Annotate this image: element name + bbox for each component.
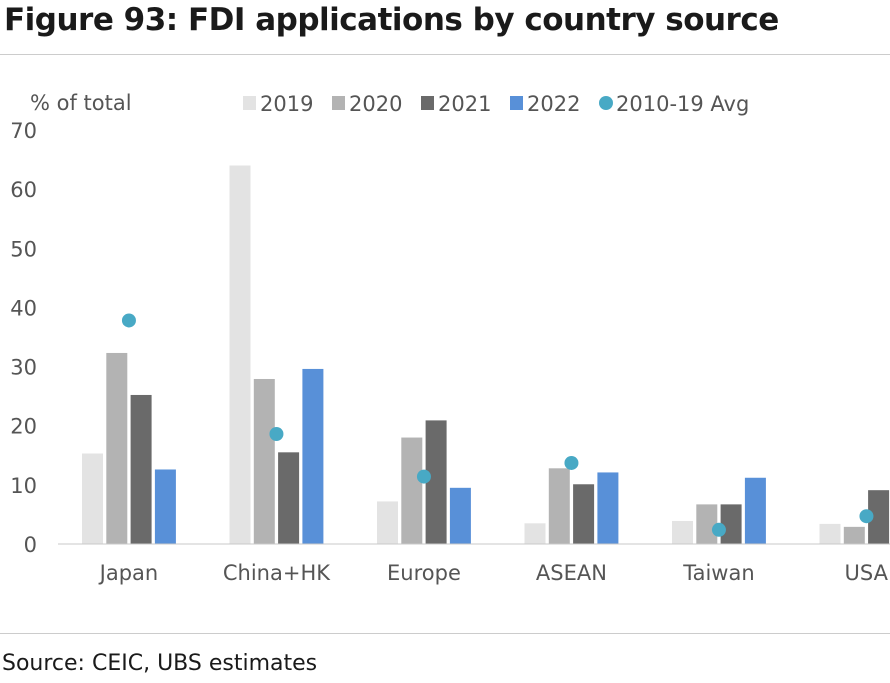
y-tick-label: 50	[10, 237, 37, 261]
avg-marker-usa	[859, 509, 874, 524]
bar-2019-taiwan	[672, 520, 693, 544]
avg-marker-europe	[416, 469, 431, 484]
x-tick-label: USA	[845, 561, 889, 585]
y-tick-label: 70	[10, 119, 37, 143]
bar-2020-europe	[401, 437, 423, 544]
x-tick-label: China+HK	[223, 561, 331, 585]
bar-marks	[82, 165, 890, 544]
avg-markers	[121, 313, 874, 537]
x-tick-label: Taiwan	[682, 561, 754, 585]
avg-marker-china-hk	[269, 426, 284, 441]
bar-2021-europe	[425, 420, 447, 544]
bar-2022-europe	[449, 487, 471, 544]
legend-swatch	[599, 96, 613, 110]
y-tick-label: 0	[24, 533, 37, 557]
y-tick-label: 20	[10, 415, 37, 439]
y-tick-label: 10	[10, 474, 37, 498]
bar-2020-asean	[548, 468, 570, 544]
legend-label: 2020	[349, 92, 402, 116]
legend-label: 2021	[438, 92, 491, 116]
y-tick-label: 40	[10, 296, 37, 320]
chart-legend: 2019 2020 2021 2022 2010-19 Avg	[243, 92, 749, 116]
bar-2022-asean	[597, 472, 619, 544]
x-axis-ticks: Japan China+HK Europe ASEAN Taiwan USA	[98, 561, 889, 585]
figure-title: Figure 93: FDI applications by country s…	[4, 2, 779, 38]
bar-2019-china-hk	[229, 165, 251, 544]
avg-marker-taiwan	[711, 522, 726, 537]
bar-2022-japan	[154, 469, 176, 544]
bar-2020-taiwan	[696, 504, 718, 544]
legend-swatch	[421, 96, 434, 110]
avg-marker-asean	[564, 455, 579, 470]
y-axis-label: % of total	[30, 91, 132, 115]
legend-label: 2022	[527, 92, 580, 116]
x-tick-label: ASEAN	[536, 561, 607, 585]
x-tick-label: Japan	[98, 561, 159, 585]
bar-2019-usa	[819, 523, 841, 544]
bar-2019-europe	[377, 501, 398, 544]
bar-2021-asean	[573, 484, 595, 544]
avg-marker-japan	[121, 313, 136, 328]
legend-label: 2010-19 Avg	[616, 92, 749, 116]
bar-2021-taiwan	[720, 504, 742, 544]
bar-2021-china-hk	[278, 452, 300, 544]
bar-2021-japan	[130, 394, 152, 544]
legend-swatch	[510, 96, 523, 110]
y-axis-ticks: 0 10 20 30 40 50 60 70	[10, 119, 37, 557]
legend-swatch	[243, 96, 256, 110]
fdi-bar-chart: % of total 2019 2020 2021 2022 2010-19 Avg 0…	[10, 91, 890, 585]
bar-2020-usa	[843, 526, 865, 544]
bar-2019-japan	[82, 453, 103, 544]
bar-2021-usa	[868, 490, 890, 544]
source-divider	[0, 633, 890, 634]
bar-2020-japan	[106, 352, 128, 544]
bar-2020-china-hk	[253, 378, 275, 544]
legend-label: 2019	[260, 92, 313, 116]
y-tick-label: 30	[10, 356, 37, 380]
x-tick-label: Europe	[387, 561, 461, 585]
bar-2022-taiwan	[744, 477, 766, 544]
source-note: Source: CEIC, UBS estimates	[2, 651, 318, 676]
title-divider	[0, 54, 890, 55]
y-tick-label: 60	[10, 178, 37, 202]
bar-2019-asean	[524, 523, 546, 544]
legend-swatch	[332, 96, 345, 110]
bar-2022-china-hk	[302, 368, 324, 544]
